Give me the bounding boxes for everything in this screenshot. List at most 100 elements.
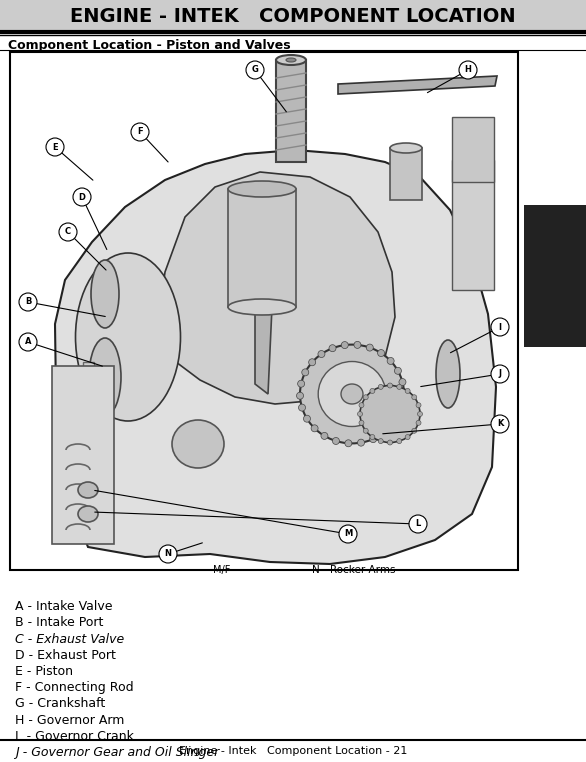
- Text: M/F: M/F: [213, 565, 231, 575]
- Circle shape: [491, 365, 509, 383]
- Text: I: I: [499, 322, 502, 331]
- Ellipse shape: [416, 402, 421, 408]
- Bar: [524, 205, 586, 347]
- Text: ENGINE - INTEK   COMPONENT LOCATION: ENGINE - INTEK COMPONENT LOCATION: [70, 7, 516, 25]
- Ellipse shape: [286, 58, 296, 62]
- Ellipse shape: [387, 357, 394, 364]
- Polygon shape: [55, 150, 496, 564]
- Ellipse shape: [377, 350, 384, 357]
- Bar: [100, 366, 111, 534]
- Ellipse shape: [387, 440, 393, 445]
- Text: F - Connecting Rod: F - Connecting Rod: [15, 681, 134, 694]
- Ellipse shape: [387, 383, 393, 388]
- Text: B: B: [25, 297, 31, 306]
- Text: J - Governor Gear and Oil Slinger: J - Governor Gear and Oil Slinger: [15, 746, 219, 759]
- Ellipse shape: [436, 340, 460, 408]
- Ellipse shape: [329, 344, 336, 352]
- Ellipse shape: [370, 389, 375, 393]
- Bar: [452, 160, 494, 290]
- Ellipse shape: [370, 434, 375, 440]
- Circle shape: [491, 415, 509, 433]
- Text: E - Piston: E - Piston: [15, 665, 73, 678]
- Circle shape: [46, 138, 64, 156]
- Circle shape: [159, 545, 177, 563]
- Ellipse shape: [300, 344, 404, 443]
- Text: E: E: [52, 142, 58, 152]
- Ellipse shape: [390, 421, 397, 428]
- Text: N: N: [165, 549, 172, 559]
- Ellipse shape: [380, 430, 387, 437]
- Ellipse shape: [321, 432, 328, 440]
- Text: L: L: [415, 520, 421, 529]
- Ellipse shape: [91, 260, 119, 328]
- Bar: [228, 189, 296, 307]
- Ellipse shape: [412, 428, 417, 434]
- Ellipse shape: [397, 439, 402, 443]
- Ellipse shape: [298, 380, 305, 387]
- Polygon shape: [255, 307, 272, 394]
- Ellipse shape: [366, 344, 373, 351]
- Ellipse shape: [76, 253, 180, 421]
- Ellipse shape: [332, 437, 339, 444]
- Bar: [0, 0, 586, 32]
- Ellipse shape: [378, 439, 383, 443]
- Bar: [390, 148, 422, 200]
- Ellipse shape: [341, 341, 348, 348]
- Ellipse shape: [363, 395, 368, 400]
- Text: I  - Governor Crank: I - Governor Crank: [15, 730, 134, 743]
- Ellipse shape: [396, 411, 403, 418]
- Ellipse shape: [363, 428, 368, 434]
- Ellipse shape: [341, 384, 363, 404]
- Ellipse shape: [359, 421, 364, 425]
- Text: M: M: [344, 530, 352, 539]
- Ellipse shape: [228, 181, 296, 197]
- Bar: [276, 60, 306, 162]
- Text: G - Crankshaft: G - Crankshaft: [15, 697, 105, 710]
- Ellipse shape: [399, 379, 406, 386]
- Text: D - Exhaust Port: D - Exhaust Port: [15, 648, 116, 662]
- Circle shape: [459, 61, 477, 79]
- Circle shape: [131, 123, 149, 141]
- Ellipse shape: [378, 384, 383, 389]
- Text: Component Location - Piston and Valves: Component Location - Piston and Valves: [8, 39, 291, 52]
- Text: J: J: [499, 370, 502, 379]
- Ellipse shape: [416, 421, 421, 425]
- Circle shape: [491, 318, 509, 336]
- Bar: [452, 117, 494, 182]
- Ellipse shape: [276, 55, 306, 65]
- Text: N - Rocker Arms: N - Rocker Arms: [312, 565, 396, 575]
- Text: G: G: [251, 66, 258, 75]
- Ellipse shape: [172, 420, 224, 468]
- Circle shape: [339, 525, 357, 543]
- Circle shape: [59, 223, 77, 241]
- Ellipse shape: [360, 386, 420, 443]
- Ellipse shape: [345, 440, 352, 447]
- Ellipse shape: [298, 404, 305, 411]
- Text: C - Exhaust Valve: C - Exhaust Valve: [15, 632, 124, 645]
- Bar: [52, 366, 114, 544]
- Text: A - Intake Valve: A - Intake Valve: [15, 600, 113, 613]
- Ellipse shape: [400, 399, 407, 406]
- Polygon shape: [155, 172, 395, 404]
- Polygon shape: [338, 76, 497, 94]
- Ellipse shape: [304, 415, 311, 422]
- Text: H - Governor Arm: H - Governor Arm: [15, 713, 124, 727]
- Ellipse shape: [417, 411, 423, 417]
- Ellipse shape: [390, 143, 422, 153]
- Ellipse shape: [397, 384, 402, 389]
- Bar: [10, 52, 518, 570]
- Ellipse shape: [412, 395, 417, 400]
- Ellipse shape: [318, 351, 325, 357]
- Circle shape: [246, 61, 264, 79]
- Ellipse shape: [354, 341, 361, 348]
- Circle shape: [409, 515, 427, 533]
- Text: H: H: [465, 66, 472, 75]
- Text: Engine - Intek   Component Location - 21: Engine - Intek Component Location - 21: [179, 746, 407, 756]
- Ellipse shape: [359, 402, 364, 408]
- Text: C: C: [65, 228, 71, 236]
- Text: F: F: [137, 127, 143, 136]
- Text: B - Intake Port: B - Intake Port: [15, 616, 103, 629]
- Ellipse shape: [311, 425, 318, 432]
- Ellipse shape: [228, 299, 296, 315]
- Circle shape: [19, 333, 37, 351]
